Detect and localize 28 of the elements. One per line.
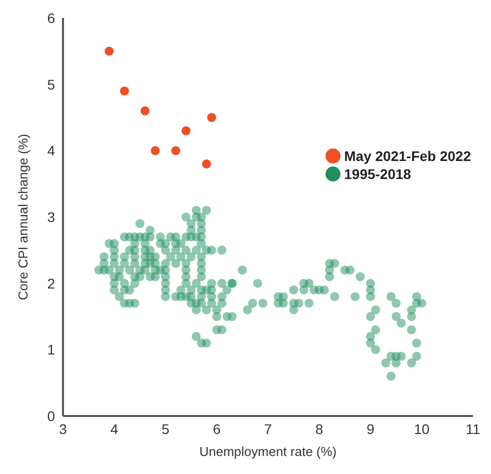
y-tick-label: 0 — [47, 408, 56, 424]
point — [140, 106, 150, 116]
point — [150, 146, 160, 156]
y-tick-label: 2 — [47, 275, 56, 292]
y-tick-label: 6 — [47, 10, 56, 26]
x-tick-label: 10 — [414, 420, 430, 437]
point — [181, 126, 191, 136]
x-tick-label: 5 — [162, 420, 170, 437]
legend-label: May 2021-Feb 2022 — [344, 148, 471, 164]
point — [104, 46, 114, 56]
x-tick-label: 7 — [264, 420, 272, 437]
x-tick-label: 8 — [315, 420, 324, 437]
x-tick-label: 6 — [212, 420, 221, 437]
point — [202, 159, 212, 168]
x-axis-title: Unemployment rate (%) — [199, 444, 337, 459]
legend-label: 1995-2018 — [344, 166, 412, 182]
point — [207, 112, 216, 122]
y-tick-label: 3 — [47, 208, 56, 225]
point — [120, 86, 130, 96]
y-tick-label: 1 — [47, 342, 56, 358]
y-axis-title: Core CPI annual change (%) — [16, 134, 31, 300]
x-tick-label: 9 — [366, 420, 375, 437]
point — [171, 146, 180, 156]
x-tick-label: 3 — [59, 420, 68, 437]
x-tick-label: 4 — [110, 420, 118, 437]
y-tick-label: 4 — [47, 142, 56, 159]
y-tick-label: 5 — [47, 76, 56, 92]
x-tick-label: 11 — [466, 420, 480, 437]
